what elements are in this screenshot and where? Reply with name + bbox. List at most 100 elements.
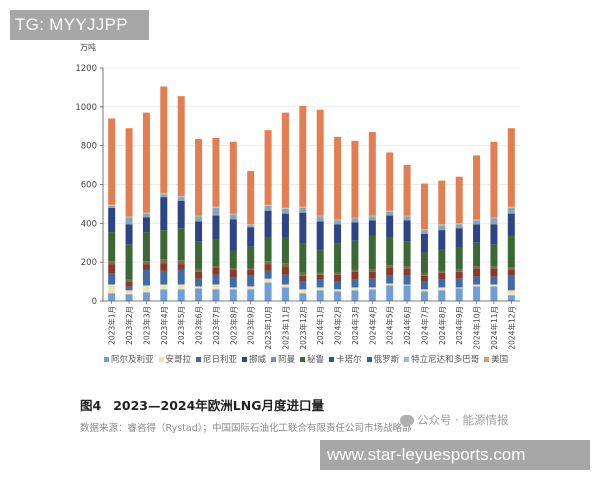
bar-segment <box>316 287 324 291</box>
x-tick-label: 2023年5月 <box>176 306 186 345</box>
legend-swatch-icon <box>404 356 410 362</box>
bar-segment <box>403 268 411 276</box>
x-tick-label: 2023年8月 <box>228 306 238 345</box>
bar-stack <box>386 152 394 301</box>
bar-segment <box>160 263 168 271</box>
bar-segment <box>438 225 446 231</box>
bar-segment <box>507 269 515 276</box>
bar-segment <box>420 252 428 274</box>
legend-label: 安哥拉 <box>165 355 192 365</box>
bar-segment <box>507 128 515 207</box>
legend-item: 尼日利亚 <box>196 353 237 365</box>
bar-segment <box>264 282 272 301</box>
bar-segment <box>299 275 307 282</box>
bar-segment <box>108 261 116 265</box>
bar-segment <box>316 274 324 280</box>
bar-segment <box>334 281 342 290</box>
legend-swatch-icon <box>271 356 277 362</box>
bar-segment <box>351 269 359 272</box>
bar-segment <box>281 207 289 209</box>
bar-segment <box>351 290 359 301</box>
bar-segment <box>195 271 203 279</box>
bar-segment <box>125 279 133 282</box>
bar-segment <box>507 295 515 301</box>
bar-segment <box>177 284 185 290</box>
bar-segment <box>455 223 463 225</box>
bar-segment <box>247 224 255 226</box>
bar-segment <box>142 269 150 286</box>
legend-swatch-icon <box>158 356 164 362</box>
bar-segment <box>490 141 498 218</box>
bar-segment <box>299 289 307 294</box>
bar-segment <box>420 230 428 235</box>
bar-segment <box>195 288 203 301</box>
bar-segment <box>229 287 237 290</box>
bar-segment <box>438 287 446 291</box>
bar-segment <box>420 291 428 301</box>
bar-segment <box>160 193 168 195</box>
bar-segment <box>438 224 446 226</box>
bar-segment <box>177 201 185 229</box>
bar-segment <box>368 216 376 221</box>
bar-segment <box>316 272 324 275</box>
bar-segment <box>160 289 168 301</box>
bar-segment <box>142 232 150 262</box>
bar-segment <box>299 281 307 290</box>
wechat-label: 公众号 · 能源情报 <box>417 413 509 427</box>
bar-segment <box>368 220 376 236</box>
bar-segment <box>125 290 133 295</box>
figure-number: 图4 <box>80 398 102 413</box>
x-tick-label: 2024年1月 <box>315 306 325 345</box>
bar-segment <box>281 237 289 264</box>
bar-segment <box>438 279 446 288</box>
bar-segment <box>316 109 324 216</box>
bar-segment <box>386 265 394 268</box>
bar-segment <box>299 207 307 213</box>
bar-segment <box>420 275 428 282</box>
bar-segment <box>334 243 342 273</box>
bar-segment <box>438 180 446 225</box>
bar-segment <box>473 268 481 277</box>
bar-segment <box>264 204 272 206</box>
x-tick-label: 2023年11月 <box>280 306 290 350</box>
bar-segment <box>316 290 324 301</box>
bar-segment <box>403 266 411 269</box>
bar-segment <box>386 285 394 301</box>
bar-segment <box>264 130 272 205</box>
bar-segment <box>386 215 394 238</box>
y-tick-label: 200 <box>81 258 97 268</box>
bar-segment <box>142 112 150 213</box>
bar-segment <box>455 176 463 224</box>
bar-segment <box>438 270 446 273</box>
bar-segment <box>281 263 289 268</box>
x-tick-label: 2024年9月 <box>454 306 464 345</box>
wechat-watermark: 公众号 · 能源情报 <box>400 412 508 428</box>
legend-label: 俄罗斯 <box>373 355 400 365</box>
bar-segment <box>316 249 324 273</box>
legend-swatch-icon <box>484 356 490 362</box>
bar-segment <box>386 237 394 266</box>
bar-segment <box>160 86 168 194</box>
bar-segment <box>125 224 133 245</box>
bar-segment <box>142 292 150 301</box>
bar-segment <box>316 216 324 222</box>
bar-segment <box>281 284 289 288</box>
bar-segment <box>177 289 185 301</box>
bar-stack <box>403 165 411 301</box>
bar-segment <box>212 284 220 290</box>
bar-stack <box>334 136 342 301</box>
bar-segment <box>455 288 463 301</box>
bar-stack <box>108 118 116 301</box>
bar-segment <box>455 268 463 272</box>
legend-item: 阿尔及利亚 <box>104 353 154 365</box>
bar-segment <box>247 275 255 287</box>
bar-stack <box>299 105 307 301</box>
y-tick-label: 1200 <box>75 64 97 74</box>
bar-segment <box>455 278 463 288</box>
bar-segment <box>247 286 255 290</box>
bar-segment <box>455 228 463 248</box>
bar-segment <box>281 274 289 285</box>
bar-segment <box>212 289 220 301</box>
bar-segment <box>334 224 342 244</box>
y-tick-label: 800 <box>81 142 97 152</box>
